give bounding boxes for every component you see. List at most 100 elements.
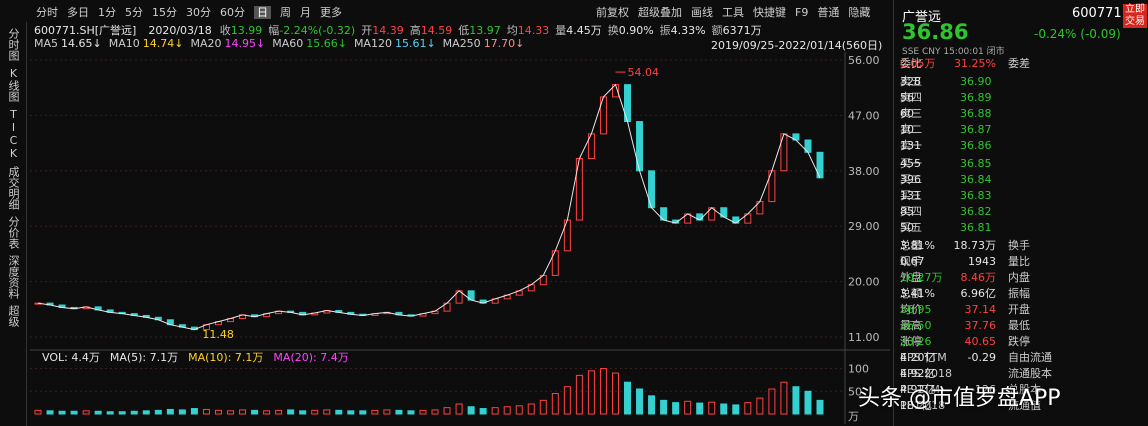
trade-button[interactable]: 立即交易 <box>1123 4 1147 28</box>
ma-label: MA60 <box>272 37 304 50</box>
tool-button[interactable]: 超级叠加 <box>638 6 682 19</box>
tool-button[interactable]: 工具 <box>722 6 744 19</box>
period-tab[interactable]: 60分 <box>220 6 245 19</box>
side-tab[interactable]: 分时图 <box>7 28 20 61</box>
volume-bar <box>467 406 475 415</box>
stat-v1: 37.14 <box>964 303 997 316</box>
bid-level: 买三 36.83 131 <box>900 188 1144 204</box>
stat-l2: 内盘 <box>1008 271 1030 284</box>
field-label: 低 <box>458 24 470 37</box>
tool-button[interactable]: 前复权 <box>596 6 629 19</box>
volume-bar <box>768 388 776 415</box>
bid-level-price: 36.82 <box>960 205 992 218</box>
sidebar: 分时图 K线图 TICK 成交明细分价表深度资料超级 <box>0 22 27 426</box>
ma-value: 15.61↓ <box>394 37 436 50</box>
stat-l1: 外盘 <box>900 271 922 284</box>
close-line <box>37 83 821 331</box>
period-tab[interactable]: 多日 <box>67 6 89 19</box>
stat-l1: 总量 <box>900 239 922 252</box>
symbol: 600771.SH[广誉远] <box>34 24 137 37</box>
side-tab[interactable]: K线图 <box>7 67 20 102</box>
ask-level-label: 卖二 <box>900 123 922 136</box>
ask-level-volume: 60 <box>900 107 914 120</box>
volume-unit: 万 <box>848 410 859 423</box>
period-tab[interactable]: 月 <box>300 6 311 19</box>
volume-bar <box>660 399 668 415</box>
bid-level-label: 买三 <box>900 189 922 202</box>
volume-bar <box>672 402 680 415</box>
volume-bar <box>551 393 559 415</box>
stat-v2: 4.92亿 <box>900 383 936 396</box>
stat-l1: EPS 2018 <box>900 367 953 380</box>
ma-value: 14.65↓ <box>61 37 102 50</box>
period-tab[interactable]: 30分 <box>186 6 211 19</box>
period-tab[interactable]: 5分 <box>125 6 143 19</box>
stat: 均价 37.14 开盘 36.95 <box>900 302 1144 318</box>
volume-bar <box>94 410 102 415</box>
stock-code: 600771 <box>1072 6 1122 21</box>
stat-l2: 换手 <box>1008 239 1030 252</box>
side-tab[interactable]: 分价表 <box>7 216 20 249</box>
field-value: 14.33 <box>517 24 550 37</box>
volume-bar <box>780 381 788 415</box>
field-label: 量 <box>555 24 567 37</box>
field-value: 0.90% <box>618 24 654 37</box>
order-ratio-l1: 委比 <box>900 57 922 70</box>
stat: 总量 18.73万 换手 3.81% <box>900 238 1144 254</box>
volume-bar <box>154 409 162 415</box>
tool-button[interactable]: F9 <box>795 6 809 19</box>
volume-bar <box>359 410 367 415</box>
period-tab[interactable]: 1分 <box>98 6 116 19</box>
stat-v1: 40.65 <box>964 335 997 348</box>
stat-l1: PE 2018 <box>900 399 946 412</box>
tool-button[interactable]: 画线 <box>691 6 713 19</box>
period-tab[interactable]: 15分 <box>152 6 177 19</box>
volume-bar <box>299 410 307 415</box>
stat-v1: -126 <box>971 383 996 396</box>
ask-level-volume: 56 <box>900 91 914 104</box>
volume-bar <box>575 374 583 415</box>
stat-v2: 36.50 <box>900 319 932 332</box>
stat-l1: EPS TTM <box>900 351 947 364</box>
bid-level-price: 36.84 <box>960 173 992 186</box>
period-tab[interactable]: 日 <box>254 6 271 19</box>
quote-panel: 广誉远 600771 立即交易 36.86 -0.24% (-0.09) SSE CNY … <box>893 0 1148 426</box>
volume-bar <box>287 409 295 415</box>
side-tab[interactable]: 超级 <box>7 305 20 327</box>
volume-bar <box>275 409 283 415</box>
tool-button[interactable]: 快捷键 <box>753 6 786 19</box>
ask-level: 卖五 36.90 328 <box>900 74 1144 90</box>
volume-bar <box>792 386 800 415</box>
volume-bar <box>491 407 499 415</box>
field-value: 13.97 <box>469 24 501 37</box>
side-tab[interactable]: 成交明细 <box>7 166 20 210</box>
volume-legend: VOL: 4.4万 <box>42 351 100 364</box>
field-value: 4.45万 <box>566 24 602 37</box>
volume-bar <box>239 409 247 415</box>
volume-bar <box>395 409 403 415</box>
stat-l2: 最低 <box>1008 319 1030 332</box>
volume-bar <box>178 409 186 415</box>
bid-level-volume: 131 <box>900 189 921 202</box>
volume-bar <box>106 411 114 415</box>
ask-level-price: 36.90 <box>960 75 992 88</box>
period-tab[interactable]: 分时 <box>36 6 58 19</box>
period-tab[interactable]: 更多 <box>320 6 342 19</box>
ask-level-volume: 131 <box>900 139 921 152</box>
tool-button[interactable]: 普通 <box>817 6 840 19</box>
field-value: 13.99 <box>230 24 263 37</box>
volume-bar <box>58 410 66 415</box>
ask-level-label: 卖四 <box>900 91 922 104</box>
volume-bar <box>142 410 150 415</box>
stat-v2: 4.20亿 <box>900 351 936 364</box>
order-ratio-v1: 31.25% <box>954 57 996 70</box>
side-tab[interactable]: 深度资料 <box>7 255 20 299</box>
volume-bar <box>587 370 595 415</box>
bid-level: 买一 36.85 455 <box>900 156 1144 172</box>
stat-v1: 1943 <box>968 255 996 268</box>
side-tab[interactable]: TICK <box>7 108 20 160</box>
y-tick-label: 47.00 <box>848 109 880 122</box>
field-value: 14.59 <box>420 24 453 37</box>
tool-button[interactable]: 隐藏 <box>848 6 871 19</box>
period-tab[interactable]: 周 <box>280 6 291 19</box>
